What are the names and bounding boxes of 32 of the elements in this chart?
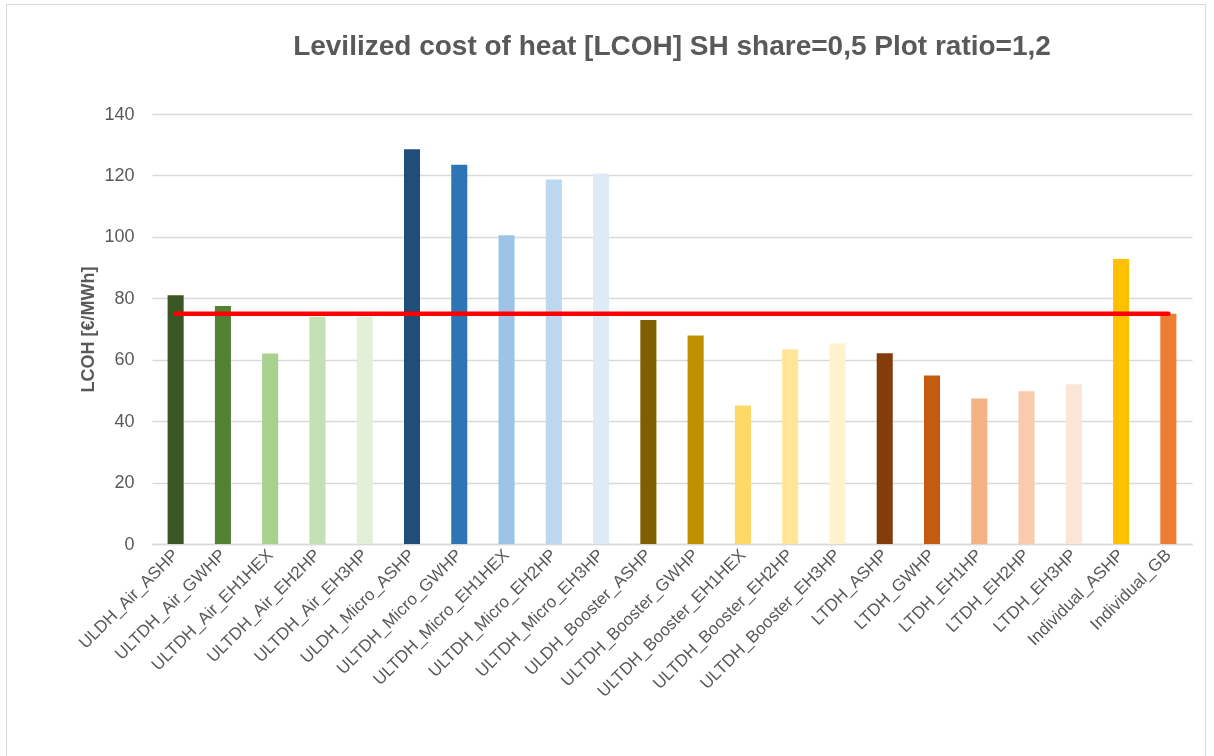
bar bbox=[214, 305, 231, 544]
y-axis-title: LCOH [€/MWh] bbox=[78, 266, 99, 393]
bar bbox=[498, 235, 515, 544]
bar bbox=[545, 179, 562, 544]
y-tick-label: 100 bbox=[104, 226, 135, 247]
bar bbox=[1018, 391, 1035, 544]
bar bbox=[593, 173, 610, 544]
bar bbox=[451, 164, 468, 544]
bar bbox=[782, 349, 799, 544]
bar bbox=[262, 353, 279, 544]
bar bbox=[403, 149, 421, 544]
bar bbox=[1113, 258, 1130, 544]
bar bbox=[356, 316, 373, 544]
y-tick-label: 120 bbox=[104, 164, 135, 185]
bar bbox=[734, 405, 751, 544]
bar bbox=[309, 316, 326, 544]
y-tick-label: 20 bbox=[114, 472, 135, 493]
y-tick-label: 0 bbox=[124, 533, 135, 554]
bar bbox=[829, 343, 846, 544]
chart-title: Levilized cost of heat [LCOH] SH share=0,5 Plot ratio=1,2 bbox=[293, 30, 1051, 61]
y-tick-label: 60 bbox=[114, 349, 135, 370]
bar bbox=[876, 353, 893, 544]
y-tick-label: 80 bbox=[114, 287, 135, 308]
y-tick-label: 140 bbox=[104, 103, 135, 124]
bar bbox=[640, 320, 657, 544]
bar bbox=[1065, 384, 1082, 544]
bar bbox=[167, 295, 184, 544]
bar bbox=[923, 375, 941, 544]
y-tick-label: 40 bbox=[114, 410, 135, 431]
bar bbox=[971, 398, 988, 544]
bar bbox=[1160, 313, 1177, 544]
bar bbox=[687, 335, 704, 544]
